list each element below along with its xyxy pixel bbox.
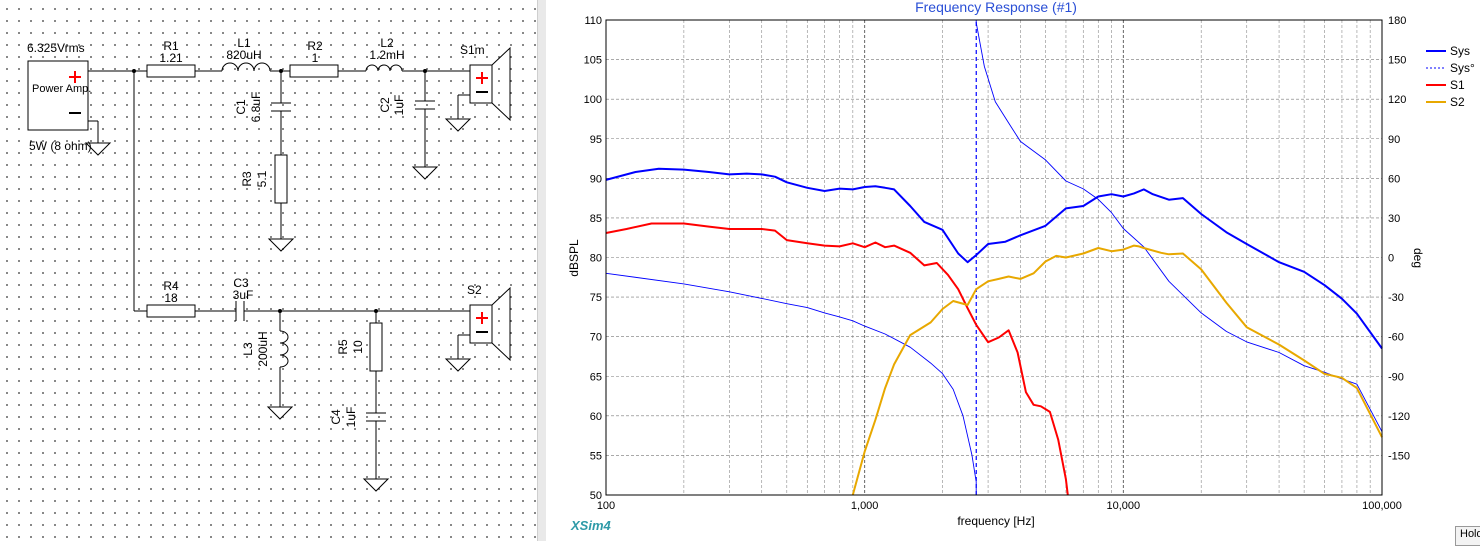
c3-value: 3uF [233,288,254,302]
c2-value: 1uF [392,95,406,116]
y2-tick-label: 120 [1388,94,1406,106]
x-tick-label: 10,000 [1107,500,1141,512]
series-line-sys [605,272,977,495]
y2-axis-label: deg [1411,248,1425,268]
y2-tick-label: -60 [1388,332,1404,344]
inductor-l1[interactable] [221,62,271,72]
legend-label: S2 [1450,95,1465,109]
legend-label: Sys [1450,44,1470,58]
l1-name: L1 [237,36,251,50]
y2-tick-label: -150 [1388,450,1410,462]
frequency-response-chart[interactable]: Frequency Response (#1) 50 55 60 65 70 75 80 85… [546,0,1480,541]
chart-series [605,20,1383,496]
c4-value: 1uF [344,407,358,428]
schematic-diagram[interactable]: 6.325Vrms Power Amp. 5W (8 ohm) R1 1.21 … [0,0,537,541]
r4-name: R4 [163,279,179,293]
legend-label: S1 [1450,78,1465,92]
chart-legend: Sys Sys° S1 S2 [1426,44,1475,109]
y2-tick-label: 60 [1388,173,1400,185]
c4-name: C4 [329,409,343,425]
frequency-response-panel[interactable]: Frequency Response (#1) 50 55 60 65 70 75 80 85… [546,0,1480,541]
series-line-s1 [605,222,1069,496]
speaker-s1-label: S1m [460,43,485,57]
ground-symbol [84,142,112,156]
y-tick-label: 95 [590,134,602,146]
inductor-l2[interactable] [365,64,403,72]
l3-name: L3 [241,342,255,356]
r2-name: R2 [307,39,323,53]
chart-grid [606,20,1382,495]
series-line-s2 [851,244,1383,496]
hold-button[interactable]: Hold [1455,526,1480,546]
series-line-sys [605,167,1383,350]
y-axis-label: dBSPL [567,239,581,277]
x-axis-label: frequency [Hz] [957,514,1034,528]
l2-value: 1.2mH [369,48,404,62]
y2-tick-label: 150 [1388,55,1406,67]
y-tick-label: 90 [590,173,602,185]
l3-value: 200uH [256,331,270,366]
y-tick-label: 100 [584,94,602,106]
y-tick-label: 105 [584,55,602,67]
r1-name: R1 [163,39,179,53]
source-rating-label: 5W (8 ohm) [29,139,92,153]
y2-tick-label: 30 [1388,213,1400,225]
x-tick-label: 100,000 [1362,500,1402,512]
y-tick-label: 50 [590,490,602,502]
l1-value: 820uH [226,48,261,62]
legend-label: Sys° [1450,61,1475,75]
resistor-r3[interactable] [274,154,288,204]
speaker-s2-label: S2 [467,283,482,297]
y-tick-label: 110 [584,15,602,27]
plot-frame [605,19,1383,496]
y-tick-label: 55 [590,450,602,462]
axis-ticks: 50 55 60 65 70 75 80 85 90 95 100 105 110 -150 -120 -90… [584,15,1410,512]
r1-value: 1.21 [159,51,183,65]
source-voltage-label: 6.325Vrms [27,41,85,55]
r3-name: R3 [240,171,254,187]
y-tick-label: 60 [590,411,602,423]
resistor-r5[interactable] [369,322,383,372]
x-tick-label: 1,000 [851,500,879,512]
app-logo: XSim4 [570,518,612,533]
c1-name: C1 [234,99,248,115]
series-line-sys [975,20,1383,432]
y2-tick-label: -30 [1388,292,1404,304]
resistor-r2[interactable] [289,64,339,78]
y-tick-label: 75 [590,292,602,304]
r5-value: 10 [351,340,365,354]
r3-value: 5.1 [255,170,269,187]
y2-tick-label: 90 [1388,134,1400,146]
y-tick-label: 85 [590,213,602,225]
y2-tick-label: -120 [1388,411,1410,423]
x-tick-label: 100 [597,500,615,512]
inductor-l3[interactable] [279,330,289,368]
r5-name: R5 [336,339,350,355]
y-tick-label: 80 [590,253,602,265]
schematic-panel[interactable]: 6.325Vrms Power Amp. 5W (8 ohm) R1 1.21 … [0,0,537,541]
y2-tick-label: 180 [1388,15,1406,27]
r2-value: 1 [312,51,319,65]
y2-tick-label: -90 [1388,371,1404,383]
power-amp-block[interactable] [27,60,89,131]
y2-tick-label: 0 [1388,253,1394,265]
power-amp-label: Power Amp. [32,83,91,95]
c1-value: 6.8uF [249,92,263,123]
y-tick-label: 70 [590,332,602,344]
c3-name: C3 [233,276,249,290]
resistor-r1[interactable] [146,64,196,78]
chart-title: Frequency Response (#1) [915,0,1077,15]
c2-name: C2 [378,97,392,113]
resistor-r4[interactable] [146,304,196,318]
l2-name: L2 [380,36,394,50]
r4-value: 18 [164,291,178,305]
y-tick-label: 65 [590,371,602,383]
